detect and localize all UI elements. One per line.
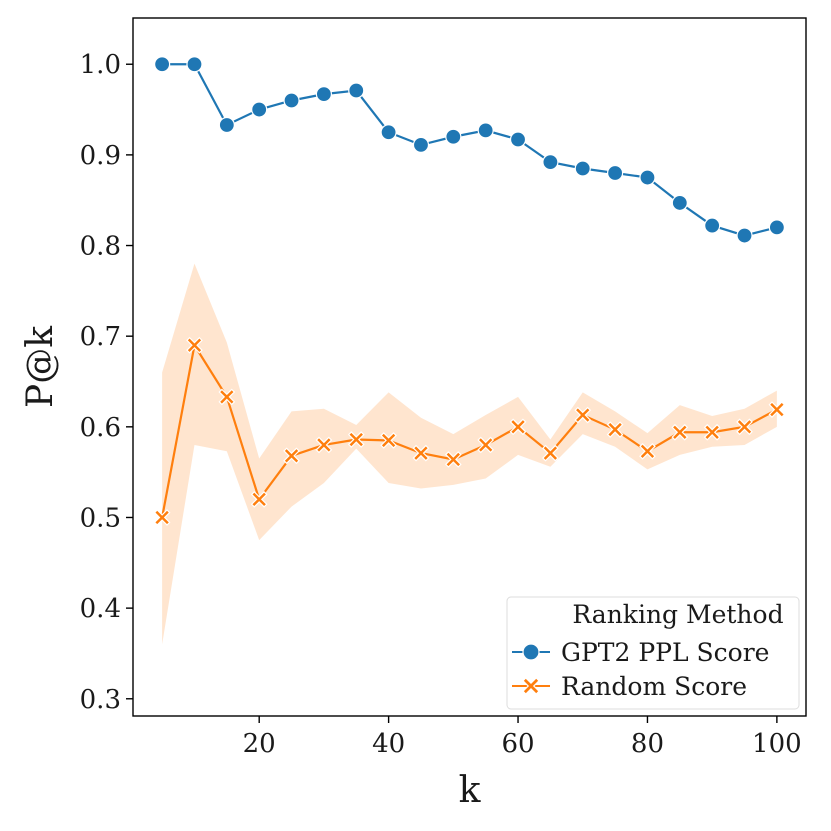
data-point [574, 406, 592, 424]
y-tick-label: 0.9 [80, 141, 121, 171]
data-point [412, 136, 430, 154]
data-point [218, 388, 236, 406]
x-tick-label: 20 [243, 729, 276, 759]
data-point [380, 124, 397, 141]
data-point [283, 92, 300, 109]
y-tick-label: 0.6 [80, 413, 121, 443]
x-tick-label: 60 [501, 729, 534, 759]
data-point [347, 431, 365, 448]
data-point [154, 56, 171, 73]
data-point [509, 418, 527, 436]
x-tick-label: 100 [752, 729, 802, 759]
x-axis-title: k [459, 770, 482, 811]
data-point [542, 154, 559, 171]
plot-area [153, 56, 786, 645]
legend-label-gpt2-ppl-score: GPT2 PPL Score [561, 638, 769, 667]
x-tick-label: 40 [372, 729, 405, 759]
data-point [704, 217, 721, 234]
legend-label-random-score: Random Score [561, 672, 747, 701]
data-point [250, 490, 268, 508]
series-random-score [153, 336, 786, 526]
data-point [509, 131, 527, 148]
data-point [606, 421, 624, 438]
data-point [574, 160, 591, 177]
data-point [736, 418, 753, 436]
data-point [251, 101, 268, 118]
data-point [380, 432, 397, 449]
data-point [607, 164, 624, 182]
data-point [283, 447, 300, 465]
data-point [542, 444, 559, 462]
x-tick-label: 80 [631, 729, 664, 759]
axes-frame [132, 17, 807, 717]
data-point [703, 423, 721, 441]
data-point [445, 128, 462, 145]
legend-item-gpt2-ppl-score: GPT2 PPL Score [512, 638, 769, 667]
data-point [186, 56, 203, 73]
y-tick-label: 0.5 [80, 503, 121, 533]
data-point [639, 442, 656, 460]
legend-title: Ranking Method [572, 600, 783, 629]
x-axis-ticks: 20 40 60 80 100 [243, 716, 802, 759]
data-point [768, 401, 786, 418]
data-point [348, 82, 365, 99]
y-axis-ticks: 0.3 0.4 0.5 0.6 0.7 0.8 0.9 1.0 [80, 50, 133, 715]
legend-item-random-score: Random Score [512, 672, 747, 701]
data-point [315, 86, 332, 103]
data-point [218, 116, 235, 134]
y-axis-title: P@k [20, 325, 61, 408]
data-point [671, 194, 688, 212]
data-point [412, 444, 430, 462]
legend-marker-circle-icon [522, 643, 540, 661]
legend: Ranking Method GPT2 PPL Score Random Sco… [506, 596, 800, 710]
series-layer [153, 56, 786, 526]
random-score-confidence-band [162, 263, 777, 645]
legend-marker-x-icon [522, 677, 540, 695]
data-point [671, 423, 689, 441]
legend-box [506, 596, 800, 710]
y-tick-label: 0.8 [80, 232, 121, 262]
y-tick-label: 0.4 [80, 594, 121, 624]
data-point [153, 509, 171, 526]
data-point [736, 227, 753, 244]
data-point [639, 169, 656, 186]
y-tick-label: 0.7 [80, 322, 121, 352]
data-point [768, 219, 785, 236]
y-tick-label: 1.0 [80, 50, 121, 80]
data-point [444, 451, 462, 468]
data-point [315, 436, 333, 454]
data-point [186, 336, 203, 354]
y-tick-label: 0.3 [80, 685, 121, 715]
data-point [477, 122, 494, 139]
data-point [477, 436, 495, 454]
series-gpt2-ppl-score [154, 56, 785, 244]
